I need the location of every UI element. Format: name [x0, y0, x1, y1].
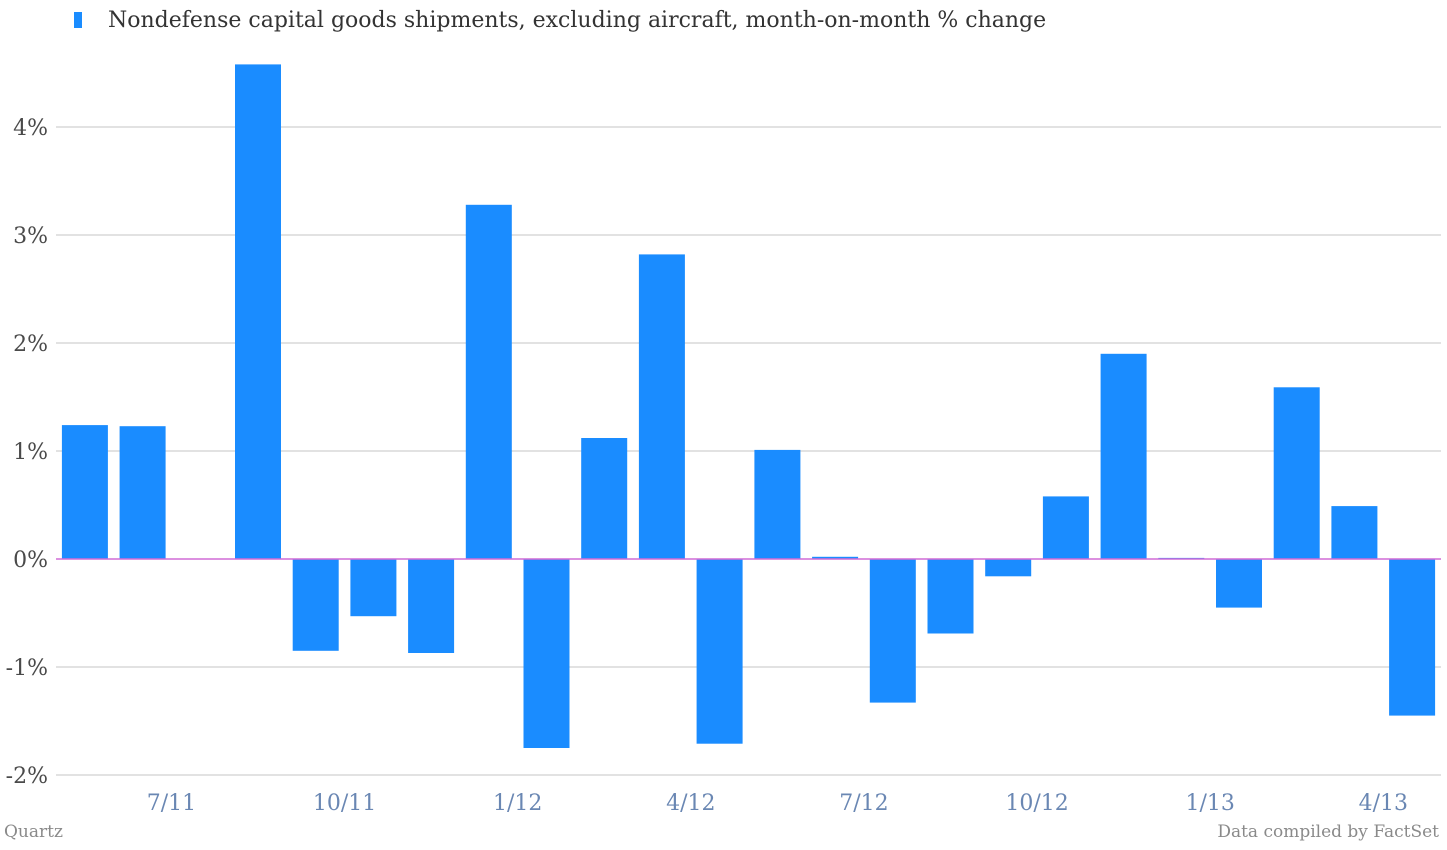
bar: [869, 559, 916, 703]
bar: [465, 204, 512, 560]
bar: [1331, 506, 1378, 559]
y-tick-label: -1%: [6, 656, 48, 681]
y-tick-label: 0%: [13, 548, 48, 573]
x-tick-label: 4/13: [1359, 791, 1408, 816]
legend-swatch: [74, 12, 82, 28]
bar: [985, 559, 1032, 577]
x-tick-label: 10/12: [1005, 791, 1068, 816]
legend-series-label: Nondefense capital goods shipments, excl…: [108, 7, 1047, 33]
y-tick-label: 4%: [13, 116, 48, 141]
bar: [927, 559, 974, 634]
bar: [235, 64, 281, 560]
bar: [523, 559, 570, 748]
x-tick-label: 7/12: [839, 791, 888, 816]
bar: [1216, 559, 1262, 608]
bar: [292, 559, 339, 651]
bar: [812, 556, 859, 559]
y-tick-label: 1%: [13, 440, 48, 465]
x-tick-label: 1/13: [1185, 791, 1234, 816]
x-tick-label: 1/12: [493, 791, 542, 816]
bar: [638, 254, 685, 559]
y-tick-label: 2%: [13, 332, 48, 357]
bar: [1100, 353, 1147, 559]
footer-credit: Quartz: [4, 822, 63, 842]
bar: [119, 426, 166, 559]
bar: [350, 559, 397, 617]
bar: [61, 425, 108, 559]
bar: [696, 559, 743, 744]
bar: [581, 438, 628, 559]
footer-source: Data compiled by FactSet: [1217, 822, 1439, 842]
bar: [408, 559, 455, 653]
y-tick-label: 3%: [13, 224, 48, 249]
bar: [754, 449, 801, 559]
x-tick-label: 4/12: [666, 791, 715, 816]
x-tick-label: 7/11: [147, 791, 196, 816]
bar: [1273, 387, 1320, 559]
x-tick-label: 10/11: [313, 791, 376, 816]
y-tick-label: -2%: [6, 764, 48, 789]
legend: Nondefense capital goods shipments, excl…: [74, 4, 1046, 36]
bar: [1389, 559, 1436, 716]
bar: [1042, 496, 1089, 559]
